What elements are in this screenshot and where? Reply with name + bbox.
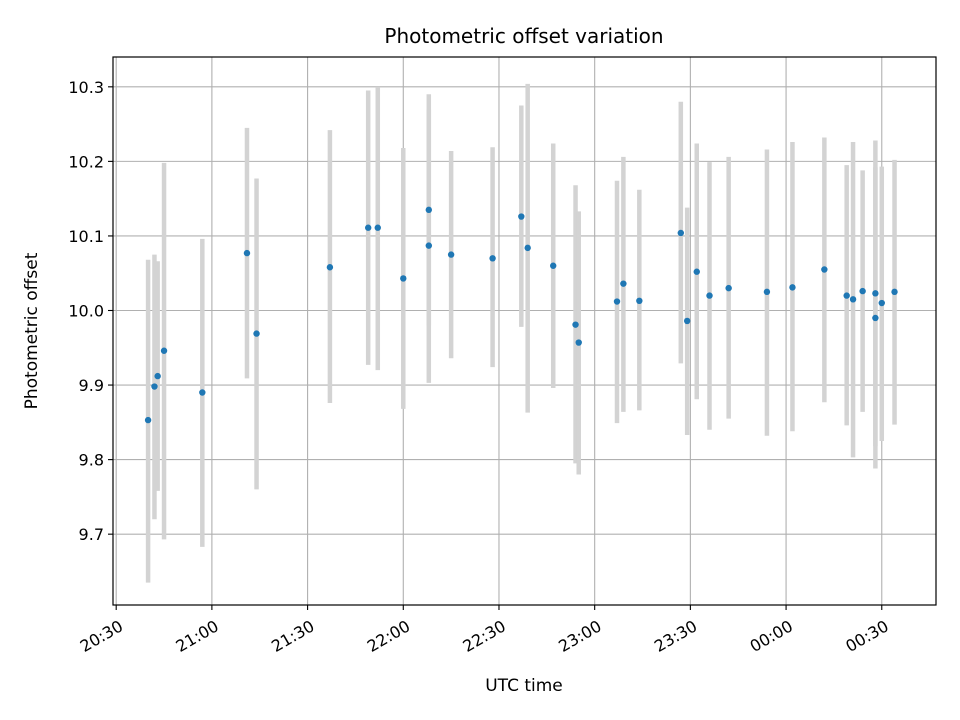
grid [113,57,936,605]
y-tick-label: 9.8 [79,451,104,470]
x-axis-label: UTC time [485,676,563,696]
data-point [400,275,407,282]
data-point [144,416,152,424]
data-point [872,290,879,297]
data-point [693,268,700,275]
data-point [763,288,771,296]
data-point [613,298,621,305]
y-tick-label: 10.3 [68,78,104,97]
chart-title: Photometric offset variation [384,24,663,48]
data-point [575,339,582,346]
data-point [425,206,433,214]
data-point [199,389,206,396]
y-tick-label: 10.1 [68,227,104,246]
data-point [550,262,557,269]
data-point [821,266,828,273]
data-point [859,287,866,295]
data-point [518,213,525,220]
y-tick-label: 10.2 [68,152,104,171]
data-point [849,296,857,303]
data-point [725,284,732,292]
y-tick-label: 10.0 [68,301,104,320]
data-point [843,292,850,299]
data-point [636,297,643,305]
data-point [425,242,433,249]
data-point [706,292,713,299]
data-point [151,383,158,390]
data-point [524,244,531,252]
data-point [364,224,372,231]
y-tick-label: 9.7 [79,525,104,544]
data-point [620,280,627,287]
data-point [683,317,691,325]
data-point [154,372,161,380]
y-tick-label: 9.9 [79,376,104,395]
data-point [878,299,885,307]
data-point [677,229,685,237]
data-point [489,255,496,262]
data-point [447,251,455,258]
data-point [253,330,260,337]
data-point [789,284,796,291]
data-point [872,314,879,322]
data-point [243,249,251,257]
data-points [144,206,898,424]
data-point [326,264,334,271]
data-point [374,224,381,231]
y-axis-label: Photometric offset [22,252,42,409]
plot-frame [112,56,937,606]
data-point [891,288,898,296]
data-point [160,347,168,354]
data-point [572,321,579,328]
